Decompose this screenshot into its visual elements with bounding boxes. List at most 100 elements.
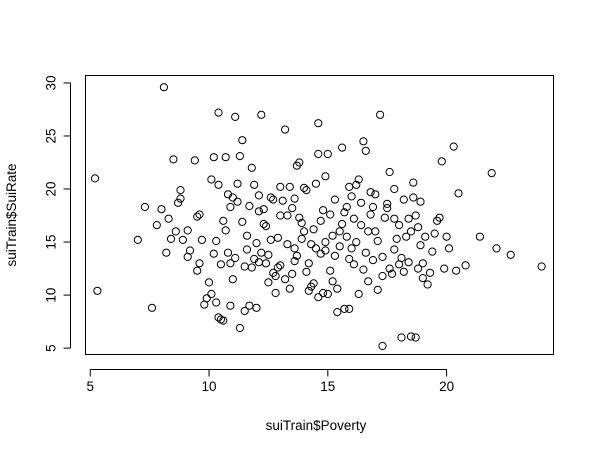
data-point [257,248,266,257]
data-point [349,260,358,269]
data-point [300,183,309,192]
x-tick-label: 20 [439,379,454,394]
data-point [347,192,356,201]
data-point [295,213,304,222]
data-point [169,155,178,164]
data-point [314,119,323,128]
data-point [335,242,344,251]
data-point [261,222,271,231]
data-point [361,248,370,257]
data-point [316,216,325,225]
data-point [319,288,328,298]
data-point [233,179,242,188]
data-point [383,204,392,213]
data-point [537,262,546,271]
data-point [414,223,423,232]
data-point [399,267,408,276]
y-tick-label: 15 [44,235,59,250]
data-point [302,186,311,195]
data-point [273,263,282,272]
data-point [354,175,363,184]
data-point [269,268,278,277]
data-point [416,241,425,250]
data-point [302,267,311,276]
x-axis: 5 10 15 20 [86,369,454,394]
data-point [357,198,366,207]
data-point [418,259,427,268]
data-point [330,251,339,260]
x-tick-label: 5 [86,379,94,394]
data-point [349,214,358,223]
data-point [223,190,233,199]
data-point [311,244,320,253]
data-point [390,214,399,223]
data-point [385,167,394,177]
data-point [373,236,382,246]
data-point [209,249,218,258]
data-point [204,278,214,287]
data-point [259,205,268,214]
data-point [133,235,142,244]
data-point [266,193,275,202]
data-point [247,163,256,172]
data-point [307,282,316,291]
y-axis: 5 10 15 20 25 30 [44,75,71,352]
data-point [221,226,230,235]
data-point [342,202,351,212]
data-point [183,226,192,235]
data-point [228,275,237,284]
data-point [425,268,435,277]
data-point [278,196,287,205]
data-point [390,184,399,194]
data-point [166,234,176,243]
data-point [247,263,256,272]
data-point [276,182,285,191]
data-point [266,235,275,244]
data-point [421,232,430,241]
data-point [440,264,449,273]
data-point [164,214,173,223]
data-point [376,110,385,119]
data-point [257,110,266,119]
data-point [378,252,387,261]
data-point [404,258,413,267]
data-point [250,180,259,189]
data-point [90,174,100,183]
data-point [359,265,368,274]
data-point [273,233,282,242]
data-point [307,240,316,249]
data-point [176,194,185,203]
data-point [378,341,387,351]
data-point [209,153,218,162]
data-point [290,194,299,203]
x-axis-title: suiTrain$Poverty [266,418,367,433]
data-point [252,239,261,248]
data-point [342,232,351,241]
data-point [254,207,263,216]
data-point [254,191,263,200]
data-point [240,262,249,271]
data-point [366,188,375,197]
data-point [214,313,223,322]
data-point [212,236,221,246]
data-point [506,250,515,259]
data-point [264,250,273,259]
data-point [371,190,380,199]
data-point [261,259,271,268]
data-point [442,232,451,241]
data-point [195,259,204,268]
data-point [193,212,202,221]
data-point [242,245,252,254]
data-point [223,248,233,257]
data-point [390,245,399,254]
data-point [233,197,242,206]
data-point [383,199,392,208]
data-point [288,204,297,213]
data-point [409,178,418,187]
data-point [395,260,404,269]
data-point [357,221,366,230]
data-point [159,83,168,92]
data-point [207,289,216,299]
data-point [475,232,484,241]
